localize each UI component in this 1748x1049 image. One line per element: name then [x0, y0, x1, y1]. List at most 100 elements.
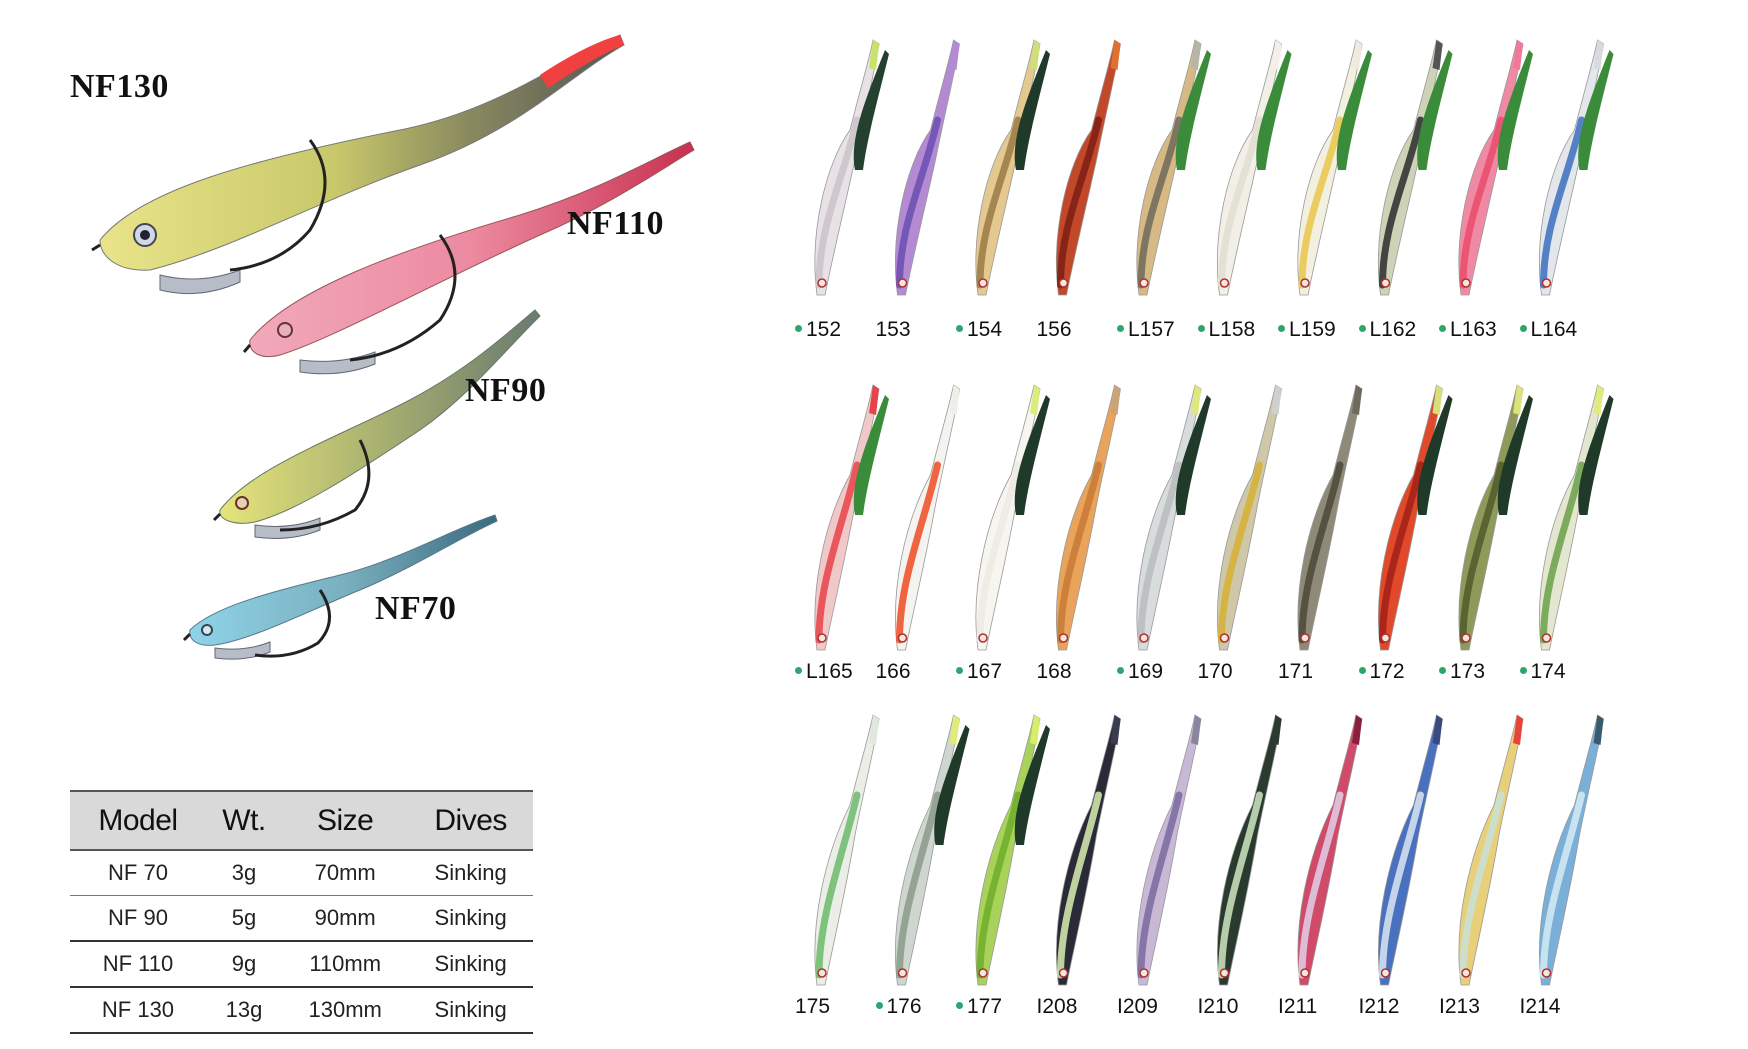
lure-tail — [1432, 385, 1443, 415]
color-code-text: L165 — [806, 660, 853, 683]
lure-body — [1217, 384, 1282, 651]
color-code-text: 167 — [967, 660, 1003, 683]
lure-tail — [1271, 40, 1282, 70]
lure-tail — [1432, 40, 1443, 70]
lure-swatch — [1539, 39, 1614, 296]
lure-swatch — [1458, 384, 1533, 651]
color-code-text: 171 — [1278, 660, 1314, 683]
lure-eye — [1058, 278, 1069, 288]
lure-eye — [1300, 968, 1310, 978]
lure-eye — [1380, 633, 1391, 643]
lure-eye — [1300, 278, 1310, 288]
lure-body — [1378, 714, 1443, 986]
color-code-label: L158 — [1197, 318, 1255, 342]
spare-tail — [1014, 50, 1050, 170]
availability-dot — [795, 324, 802, 332]
color-code-label: 156 — [1037, 318, 1072, 342]
lure-eye — [978, 633, 988, 643]
spare-tail — [1256, 50, 1292, 170]
lure-swatch — [975, 384, 1050, 651]
color-code-label: 174 — [1519, 660, 1566, 684]
lure-body — [1056, 384, 1121, 651]
lure-swatch — [895, 39, 960, 296]
lure-tail — [1593, 40, 1604, 70]
lure-swatch — [1136, 714, 1202, 986]
lure-body — [975, 384, 1041, 651]
lure-accent — [1459, 791, 1505, 979]
lure-body — [1378, 384, 1443, 651]
color-code-label: L165 — [795, 660, 853, 684]
spare-tail — [1497, 50, 1533, 170]
lure-body — [1458, 714, 1524, 986]
table-row: NF 110 9g 110mm Sinking — [70, 941, 533, 988]
lure-tail — [1432, 715, 1443, 745]
lure-swatch — [1136, 39, 1211, 296]
lure-eye — [1219, 278, 1230, 288]
model-label-nf110: NF110 — [567, 205, 664, 242]
lure-swatch — [1539, 714, 1604, 986]
color-code-text: 175 — [795, 995, 831, 1018]
cell-size: 90mm — [282, 895, 409, 942]
lure-body — [895, 384, 960, 651]
lure-eye — [1380, 968, 1391, 978]
lure-eye — [1219, 968, 1230, 978]
availability-dot — [1117, 666, 1124, 674]
lure-tail — [1030, 715, 1040, 745]
lure-eye — [1461, 633, 1471, 643]
cell-weight: 3g — [205, 850, 283, 896]
color-code-label: 166 — [876, 660, 911, 684]
lure-accent — [976, 461, 1022, 644]
lure-tail — [1593, 715, 1604, 745]
color-code-text: 177 — [967, 995, 1003, 1018]
lure-illustrations — [91, 34, 695, 660]
availability-dot — [1197, 324, 1205, 332]
lure-swatch — [1056, 39, 1121, 296]
lure-body — [975, 714, 1041, 986]
lure-tail — [1593, 385, 1604, 415]
lure-swatch — [895, 384, 960, 651]
availability-dot — [1439, 666, 1446, 674]
lure-tail — [949, 715, 960, 745]
color-code-label: L162 — [1358, 318, 1416, 342]
lure-swatch — [1378, 714, 1443, 986]
lure-swatch — [814, 39, 889, 296]
header-model: Model — [70, 790, 206, 851]
color-code-label: 167 — [956, 660, 1002, 684]
lure-swatch — [814, 714, 880, 986]
cell-weight: 13g — [205, 987, 283, 1034]
lure-eye — [897, 968, 908, 978]
lure-eye — [817, 633, 827, 643]
spare-tail — [1578, 395, 1614, 515]
lure-eye — [897, 278, 908, 288]
color-code-label: L157 — [1117, 318, 1175, 342]
lure-eye — [1058, 968, 1069, 978]
lure-body — [1217, 714, 1282, 986]
color-code-label: 175 — [795, 995, 830, 1019]
color-code-text: I209 — [1117, 995, 1158, 1018]
lure-tail — [1030, 385, 1040, 415]
lure-accent — [1137, 791, 1183, 979]
lure-eye — [1300, 633, 1310, 643]
lure-tail — [1110, 715, 1121, 745]
lure-body — [1056, 714, 1121, 986]
lure-eye — [817, 278, 827, 288]
model-label-nf90: NF90 — [465, 372, 547, 409]
lure-eye — [1139, 968, 1149, 978]
color-code-text: 170 — [1197, 660, 1233, 683]
lure-eye — [1058, 633, 1069, 643]
lure-accent — [1379, 461, 1424, 644]
lure-tail — [949, 385, 960, 415]
lure-swatch — [975, 714, 1050, 986]
cell-dives: Sinking — [408, 895, 533, 942]
lure-body — [1539, 714, 1604, 986]
color-code-row: 152 153 154 156 L157 L158 L159 L162 L163 L164 — [780, 318, 1720, 348]
color-code-text: L164 — [1530, 318, 1578, 341]
lure-accent — [1379, 116, 1424, 289]
color-code-label: 173 — [1439, 660, 1485, 684]
color-code-text: I211 — [1278, 995, 1318, 1018]
cell-model: NF 70 — [70, 850, 206, 896]
lure-tail — [1271, 385, 1282, 415]
availability-dot — [1439, 324, 1446, 332]
lure-accent — [1540, 461, 1585, 644]
color-code-label: 168 — [1037, 660, 1072, 684]
